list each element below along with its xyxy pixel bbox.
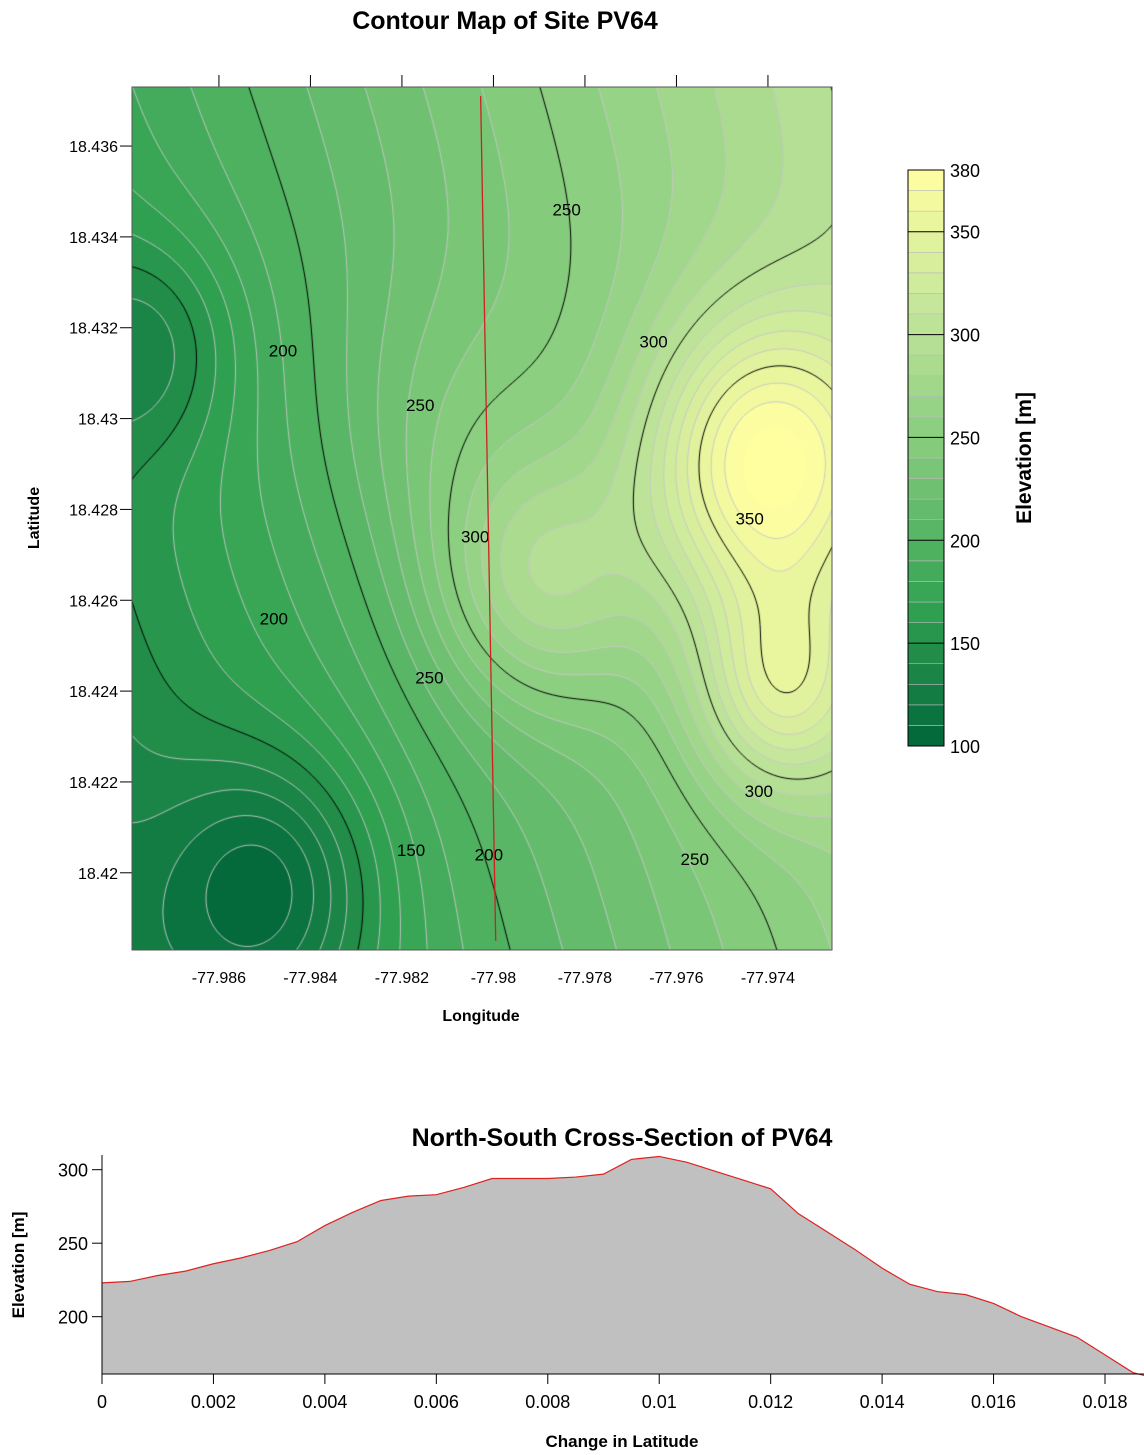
map-title: Contour Map of Site PV64 xyxy=(352,7,658,35)
colorbar-band xyxy=(908,211,944,232)
y-tick-label: 18.43 xyxy=(78,412,118,429)
section-x-tick-label: 0.01 xyxy=(642,1392,677,1412)
contour-label: 200 xyxy=(260,609,288,628)
colorbar-tick-label: 200 xyxy=(950,531,980,551)
colorbar-label: Elevation [m] xyxy=(1013,392,1036,524)
section-x-tick-label: 0.018 xyxy=(1082,1392,1127,1412)
section-xlabel: Change in Latitude xyxy=(546,1432,699,1451)
section-x-tick-label: 0.002 xyxy=(191,1392,236,1412)
colorbar-band xyxy=(907,251,945,274)
contour-label: 150 xyxy=(397,841,425,860)
colorbar-band xyxy=(907,560,945,582)
section-y-tick-label: 200 xyxy=(58,1308,88,1328)
y-tick-label: 18.432 xyxy=(69,321,118,338)
colorbar-band xyxy=(907,437,945,459)
x-tick-label: -77.976 xyxy=(649,970,703,987)
colorbar-band xyxy=(907,725,945,747)
map-xlabel: Longitude xyxy=(442,1008,519,1025)
y-tick-label: 18.436 xyxy=(69,139,118,156)
colorbar-tick-label: 250 xyxy=(950,428,980,448)
section-x-tick-label: 0.012 xyxy=(748,1392,793,1412)
colorbar-frame xyxy=(907,169,945,747)
colorbar-band xyxy=(908,519,944,541)
section-x-tick-label: 0.004 xyxy=(302,1392,347,1412)
contour-label: 200 xyxy=(269,341,297,360)
colorbar-band xyxy=(908,416,944,438)
contour-label: 300 xyxy=(461,528,489,547)
colorbar-band xyxy=(907,498,945,521)
colorbar-band xyxy=(907,478,945,500)
colorbar-band xyxy=(907,354,945,377)
y-tick-label: 18.434 xyxy=(69,230,118,247)
contour-label: 200 xyxy=(475,846,503,865)
section-title: North-South Cross-Section of PV64 xyxy=(412,1124,833,1152)
contour-label: 300 xyxy=(639,332,667,351)
section-y-tick-label: 250 xyxy=(58,1234,88,1254)
colorbar-band xyxy=(907,169,945,191)
colorbar-band xyxy=(907,375,945,397)
x-tick-label: -77.98 xyxy=(471,970,516,987)
colorbar-band xyxy=(907,581,945,603)
colorbar-band xyxy=(907,601,945,623)
colorbar-band xyxy=(907,539,945,562)
section-y-tick-label: 300 xyxy=(58,1161,88,1181)
section-x-tick-label: 0 xyxy=(97,1392,107,1412)
colorbar-tick-label: 300 xyxy=(950,326,980,346)
colorbar-band xyxy=(907,663,945,685)
section-x-tick-label: 0.016 xyxy=(971,1392,1016,1412)
map-ylabel: Latitude xyxy=(26,487,43,549)
contour-map-field xyxy=(132,87,832,950)
colorbar-band xyxy=(907,272,945,294)
map-axes: -77.986 -77.984 -77.982 -77.98 -77.978 -77.97… xyxy=(69,75,833,987)
x-tick-label: -77.986 xyxy=(192,970,246,987)
y-tick-label: 18.428 xyxy=(69,502,118,519)
colorbar-band xyxy=(907,395,945,418)
x-tick-label: -77.978 xyxy=(558,970,612,987)
colorbar-band xyxy=(908,622,944,644)
y-tick-label: 18.42 xyxy=(78,866,118,883)
colorbar-tick-label: 380 xyxy=(950,161,980,181)
contour-label: 250 xyxy=(552,201,580,220)
transect-line xyxy=(479,96,497,941)
colorbar-band xyxy=(907,293,945,315)
contour-label: 250 xyxy=(681,850,709,869)
colorbar: 100 150 200 250 300 350 380 xyxy=(907,161,980,757)
contour-label: 250 xyxy=(406,396,434,415)
section-line xyxy=(101,1155,1144,1377)
x-tick-label: -77.974 xyxy=(741,970,795,987)
y-tick-label: 18.424 xyxy=(69,684,118,701)
colorbar-tick-label: 150 xyxy=(950,634,980,654)
colorbar-band xyxy=(907,704,945,726)
section-area xyxy=(102,1156,1144,1376)
section-x-tick-label: 0.014 xyxy=(860,1392,905,1412)
map-frame xyxy=(131,86,833,951)
colorbar-band xyxy=(907,190,945,212)
section-plot: 0 0.002 0.004 0.006 0.008 0.01 0.012 0.014 0.016… xyxy=(58,1155,1144,1412)
colorbar-band xyxy=(907,457,945,479)
x-tick-label: -77.984 xyxy=(283,970,337,987)
colorbar-band xyxy=(908,314,944,335)
colorbar-tick-label: 100 xyxy=(950,737,980,757)
colorbar-tick-label: 350 xyxy=(950,223,980,243)
contour-label: 300 xyxy=(745,782,773,801)
x-tick-label: -77.982 xyxy=(375,970,429,987)
contour-labels: 250 300 200 250 300 350 200 250 300 150 200 250 xyxy=(260,201,773,870)
section-ylabel: Elevation [m] xyxy=(9,1212,28,1319)
y-tick-label: 18.422 xyxy=(69,775,118,792)
colorbar-band xyxy=(907,334,945,356)
section-x-tick-label: 0.006 xyxy=(414,1392,459,1412)
contour-label: 250 xyxy=(415,668,443,687)
contour-label: 350 xyxy=(735,510,763,529)
colorbar-band xyxy=(907,642,945,665)
colorbar-band xyxy=(907,683,945,706)
section-x-tick-label: 0.008 xyxy=(525,1392,570,1412)
y-tick-label: 18.426 xyxy=(69,593,118,610)
colorbar-band xyxy=(907,231,945,253)
